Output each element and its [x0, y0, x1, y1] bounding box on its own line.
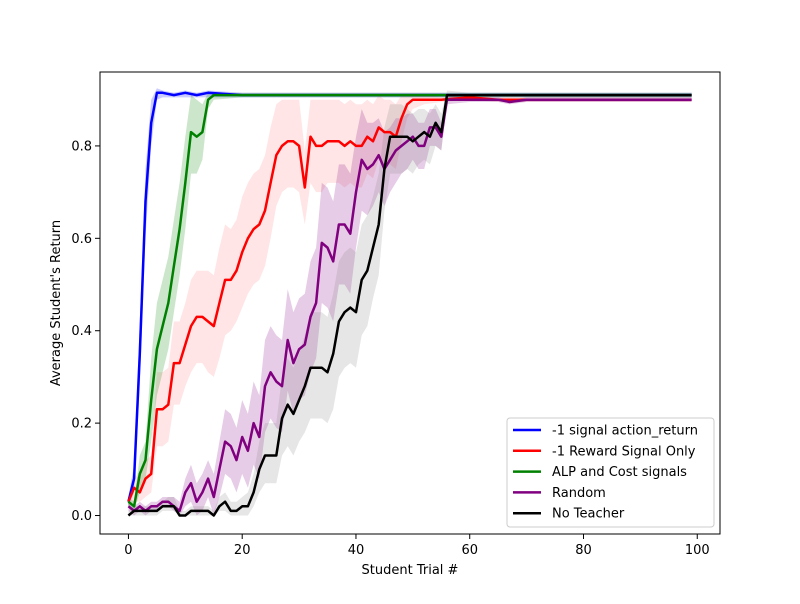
x-axis-ticks: 0 20 40 60 80 100: [124, 534, 710, 558]
x-tick-label: 100: [685, 543, 710, 558]
legend-label-1-signal-action-return: -1 signal action_return: [552, 424, 698, 439]
x-tick-label: 80: [575, 543, 592, 558]
band-random: [128, 95, 692, 516]
series-line-random: [127, 98, 692, 513]
legend-label-random: Random: [552, 486, 606, 501]
x-tick-label: 20: [234, 543, 251, 558]
x-axis-label: Student Trial #: [362, 563, 459, 578]
y-tick-label: 0.0: [71, 509, 92, 524]
y-axis-label: Average Student's Return: [49, 220, 64, 386]
y-tick-label: 0.4: [71, 324, 92, 339]
y-tick-label: 0.6: [71, 232, 92, 247]
band-1-reward-signal-only: [128, 95, 692, 507]
series-line-no-teacher: [127, 93, 692, 517]
x-tick-label: 60: [461, 543, 478, 558]
plot-frame: [99, 71, 721, 535]
legend-label-1-reward-signal-only: -1 Reward Signal Only: [552, 444, 696, 459]
x-tick-label: 0: [124, 543, 132, 558]
legend: -1 signal action_return -1 Reward Signal …: [506, 417, 715, 528]
confidence-bands: [128, 88, 692, 516]
legend-label-alp-and-cost-signals: ALP and Cost signals: [552, 465, 687, 480]
y-tick-label: 0.8: [71, 139, 92, 154]
y-axis-ticks: 0.0 0.2 0.4 0.6 0.8: [71, 139, 100, 524]
series-lines: [127, 91, 692, 517]
series-line-1-reward-signal-only: [127, 96, 692, 503]
legend-box: [506, 417, 715, 528]
legend-label-no-teacher: No Teacher: [552, 507, 625, 522]
x-tick-label: 40: [348, 543, 365, 558]
y-tick-label: 0.2: [71, 417, 92, 432]
